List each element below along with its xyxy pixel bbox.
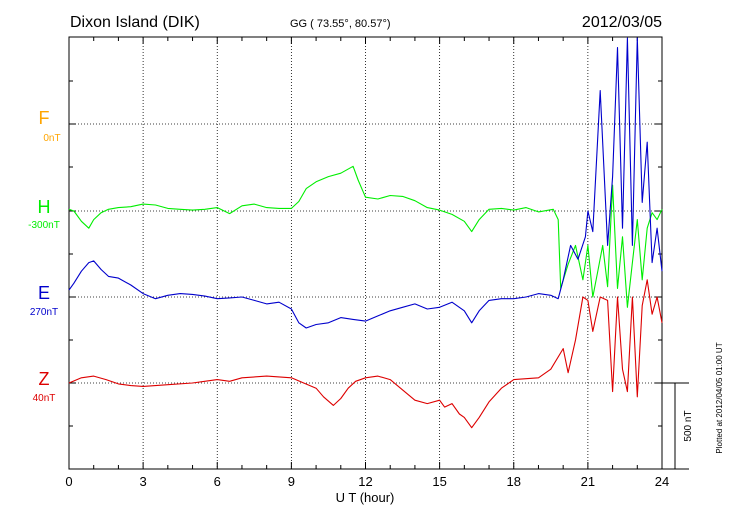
series-line-H [68,165,663,308]
station-coords: GG ( 73.55°, 80.57°) [290,18,391,30]
x-tick-label-6: 6 [214,474,221,489]
label-E: E [38,283,50,303]
scale-bar-label: 500 nT [683,410,694,441]
series-line-Z [68,279,663,429]
baseline-H: -300nT [28,220,60,231]
baseline-E: 270nT [30,307,58,318]
series-line-E [68,37,663,329]
station-title: Dixon Island (DIK) [70,14,200,31]
baseline-Z: 40nT [33,393,56,404]
x-tick-label-3: 3 [140,474,147,489]
series-lines [68,37,663,429]
x-tick-label-18: 18 [507,474,521,489]
label-F: F [39,108,50,128]
axis-ticks [68,37,663,469]
x-tick-label-24: 24 [655,474,669,489]
plotted-at-note: Plotted at 2012/04/05 01:00 UT [715,342,724,453]
x-tick-label-12: 12 [358,474,372,489]
label-Z: Z [39,369,50,389]
x-axis-label: U T (hour) [336,490,395,505]
x-tick-labels: 0 3 6 9 12 15 18 21 24 [65,474,669,489]
x-tick-label-15: 15 [432,474,446,489]
grid-lines [69,37,662,469]
x-tick-label-21: 21 [581,474,595,489]
series-labels: F 0nT H -300nT E 270nT Z 40nT [28,108,60,404]
baseline-F: 0nT [43,133,60,144]
label-H: H [38,197,51,217]
chart-date: 2012/03/05 [582,14,662,31]
x-tick-label-9: 9 [288,474,295,489]
x-tick-label-0: 0 [65,474,72,489]
